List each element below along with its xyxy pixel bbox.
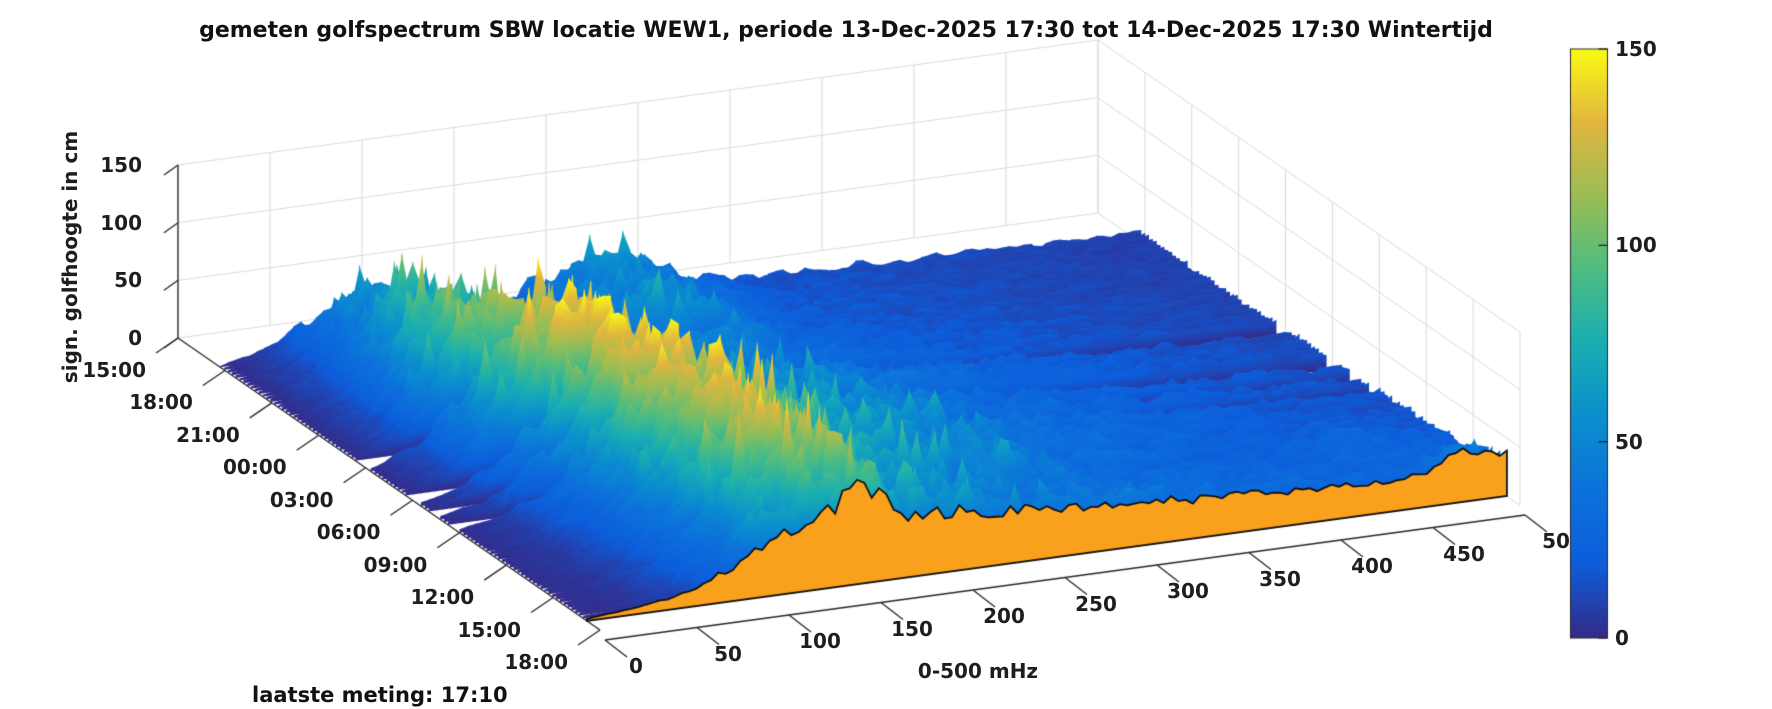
z-tick-label: 0 [128,326,142,350]
x-tick-label: 200 [983,604,1025,628]
time-tick-label: 15:00 [457,617,522,642]
time-tick-label: 03:00 [269,487,334,512]
colorbar-tick-label: 100 [1615,233,1657,258]
colorbar-tick-label: 0 [1615,626,1629,650]
y-axis-label: sign. golfhoogte in cm [58,130,82,384]
time-tick-label: 21:00 [176,422,240,447]
time-tick-label: 09:00 [363,552,428,577]
time-tick-label: 00:00 [222,455,287,480]
page-title: gemeten golfspectrum SBW locatie WEW1, p… [199,18,1493,43]
x-tick-label: 250 [1075,591,1117,616]
z-tick-label: 50 [114,268,142,293]
x-axis-label: 0-500 mHz [917,659,1039,683]
x-tick-label: 350 [1259,566,1301,591]
colorbar-tick-label: 50 [1615,429,1643,454]
z-tick-label: 100 [100,210,142,235]
latest-measurement-note: laatste meting: 17:10 [252,683,508,707]
x-tick-label: 450 [1443,541,1485,566]
x-tick-label: 50 [714,641,742,666]
x-corner-tick-label: 50 [1542,529,1570,553]
x-tick-label: 400 [1351,554,1393,578]
x-tick-label: 0 [629,654,643,678]
x-tick-label: 300 [1167,579,1209,603]
time-tick-label: 18:00 [129,390,193,415]
x-tick-label: 100 [799,629,841,653]
time-tick-label: 18:00 [504,650,568,674]
time-tick-label: 12:00 [410,585,475,610]
z-tick-label: 150 [100,153,142,177]
colorbar-tick-label: 150 [1615,37,1657,61]
time-tick-label: 06:00 [316,520,381,545]
x-tick-label: 150 [891,616,933,641]
time-tick-label: 15:00 [82,358,146,382]
